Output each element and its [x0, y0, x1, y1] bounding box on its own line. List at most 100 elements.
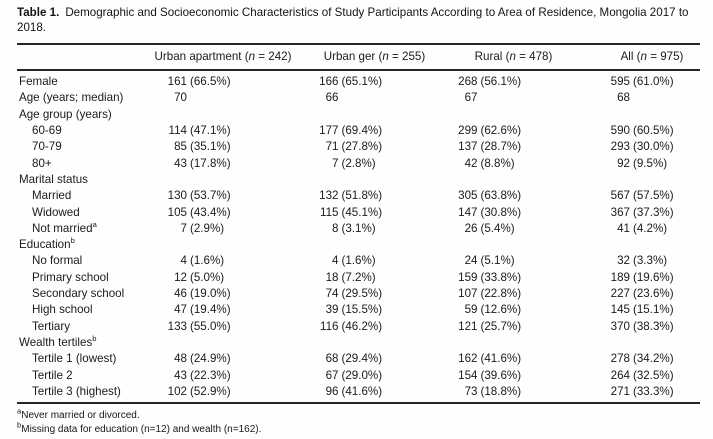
- cell-count: 116: [320, 319, 339, 333]
- table-row: High school 47 (19.4%) 39 (15.5%) 59 (12.6%) 14…: [17, 302, 700, 318]
- column-header-text: Rural (: [474, 50, 510, 64]
- cell-count: 227: [610, 287, 630, 301]
- cell-value: 116 (46.2%): [313, 319, 397, 335]
- data-cell: [451, 172, 576, 188]
- cell-value: 7 (2.8%): [313, 156, 397, 172]
- cell-value: 18 (7.2%): [313, 270, 397, 286]
- column-header-urban-apartment: Urban apartment (n = 242): [148, 43, 298, 72]
- cell-count: 18: [325, 270, 339, 284]
- table-row: Widowed 105 (43.4%) 115 (45.1%) 147 (30.8%) 367…: [17, 205, 700, 221]
- cell-count: 7: [180, 221, 187, 235]
- cell-percent: (24.9%): [190, 352, 231, 366]
- cell-percent: (56.1%): [480, 75, 522, 89]
- data-cell: 47 (19.4%): [148, 302, 298, 318]
- cell-value: 4 (1.6%): [161, 253, 245, 269]
- cell-value: 161 (66.5%): [161, 74, 245, 90]
- cell-count: 268: [458, 75, 478, 89]
- cell-value: 107 (22.8%): [452, 286, 536, 302]
- table-caption-text: Demographic and Socioeconomic Characteri…: [17, 6, 689, 34]
- data-cell: [576, 237, 700, 253]
- cell-value: 162 (41.6%): [452, 351, 536, 367]
- cell-value: 67 (29.0%): [313, 368, 397, 384]
- cell-count: 43: [174, 156, 187, 170]
- cell-count: 132: [319, 189, 339, 203]
- cell-percent: (15.5%): [341, 303, 383, 317]
- footnote-marker: a: [17, 406, 22, 416]
- cell-value: 145 (15.1%): [604, 302, 688, 318]
- cell-percent: (46.2%): [341, 319, 383, 333]
- data-cell: 268 (56.1%): [451, 70, 576, 90]
- data-cell: 85 (35.1%): [148, 139, 298, 155]
- cell-value: 39 (15.5%): [313, 302, 397, 318]
- data-cell: 264 (32.5%): [576, 368, 700, 384]
- cell-value: 293 (30.0%): [604, 139, 688, 155]
- column-header-text: = 478): [515, 50, 553, 64]
- cell-value: 70: [161, 90, 245, 106]
- cell-value: 68: [604, 90, 688, 106]
- data-cell: 24 (5.1%): [451, 253, 576, 269]
- row-label: Educationb: [19, 236, 75, 252]
- cell-percent: (55.0%): [190, 319, 231, 333]
- cell-percent: (2.9%): [190, 221, 225, 235]
- footnotes: aNever married or divorced. bMissing dat…: [17, 406, 713, 436]
- row-label: Tertile 3 (highest): [17, 383, 148, 405]
- data-cell: 166 (65.1%): [298, 70, 451, 90]
- cell-percent: (57.5%): [633, 189, 674, 203]
- cell-count: 159: [458, 270, 478, 284]
- column-header-n-italic: n: [509, 50, 516, 64]
- cell-percent: (18.8%): [480, 384, 522, 398]
- cell-value: 71 (27.8%): [313, 139, 397, 155]
- data-cell: [576, 335, 700, 351]
- row-label: Tertile 2: [32, 368, 73, 382]
- cell-value: 227 (23.6%): [604, 286, 688, 302]
- cell-count: 73: [464, 384, 478, 398]
- data-cell: 130 (53.7%): [148, 188, 298, 204]
- data-cell: 7 (2.9%): [148, 221, 298, 237]
- row-label: High school: [32, 303, 93, 317]
- footnote-marker: b: [70, 236, 75, 246]
- cell-percent: (3.1%): [341, 221, 376, 235]
- cell-value: 92 (9.5%): [604, 156, 688, 172]
- cell-count: 41: [617, 221, 630, 235]
- cell-count: 293: [610, 140, 630, 154]
- cell-percent: (41.6%): [341, 384, 383, 398]
- data-cell: [148, 237, 298, 253]
- data-cell: 43 (17.8%): [148, 156, 298, 172]
- cell-percent: (23.6%): [633, 287, 674, 301]
- cell-value: 48 (24.9%): [161, 351, 245, 367]
- cell-value: 130 (53.7%): [161, 188, 245, 204]
- data-cell: 132 (51.8%): [298, 188, 451, 204]
- table-row: 80+ 43 (17.8%) 7 (2.8%) 42 (8.8%) 92 (9.5%): [17, 156, 700, 172]
- data-cell: 159 (33.8%): [451, 270, 576, 286]
- data-cell: 114 (47.1%): [148, 123, 298, 139]
- column-header-text: = 255): [388, 50, 426, 64]
- cell-percent: (69.4%): [341, 124, 383, 138]
- cell-value: 43 (22.3%): [161, 368, 245, 384]
- table-row: Tertile 1 (lowest) 48 (24.9%) 68 (29.4%) 162(…: [17, 351, 700, 367]
- data-cell: 18 (7.2%): [298, 270, 451, 286]
- data-cell: 145 (15.1%): [576, 302, 700, 318]
- data-cell: 116 (46.2%): [298, 319, 451, 335]
- row-label: Secondary school: [32, 287, 125, 301]
- cell-percent: (22.8%): [480, 287, 522, 301]
- data-cell: 595 (61.0%): [576, 70, 700, 90]
- data-cell: 105 (43.4%): [148, 205, 298, 221]
- data-cell: [451, 237, 576, 253]
- data-cell: 367 (37.3%): [576, 205, 700, 221]
- cell-count: 147: [458, 205, 478, 219]
- cell-value: 102 (52.9%): [161, 384, 245, 400]
- cell-value: 367 (37.3%): [604, 205, 688, 221]
- cell-value: 67: [452, 90, 536, 106]
- cell-value: 24 (5.1%): [452, 253, 536, 269]
- data-cell: 12 (5.0%): [148, 270, 298, 286]
- cell-percent: (51.8%): [341, 189, 383, 203]
- cell-percent: (17.8%): [190, 156, 231, 170]
- data-cell: [298, 172, 451, 188]
- cell-count: 26: [464, 221, 478, 235]
- data-cell: 39 (15.5%): [298, 302, 451, 318]
- cell-count: 68: [325, 352, 339, 366]
- cell-count: 145: [610, 303, 630, 317]
- data-cell: 115 (45.1%): [298, 205, 451, 221]
- column-header-urban-ger: Urban ger (n = 255): [298, 43, 451, 72]
